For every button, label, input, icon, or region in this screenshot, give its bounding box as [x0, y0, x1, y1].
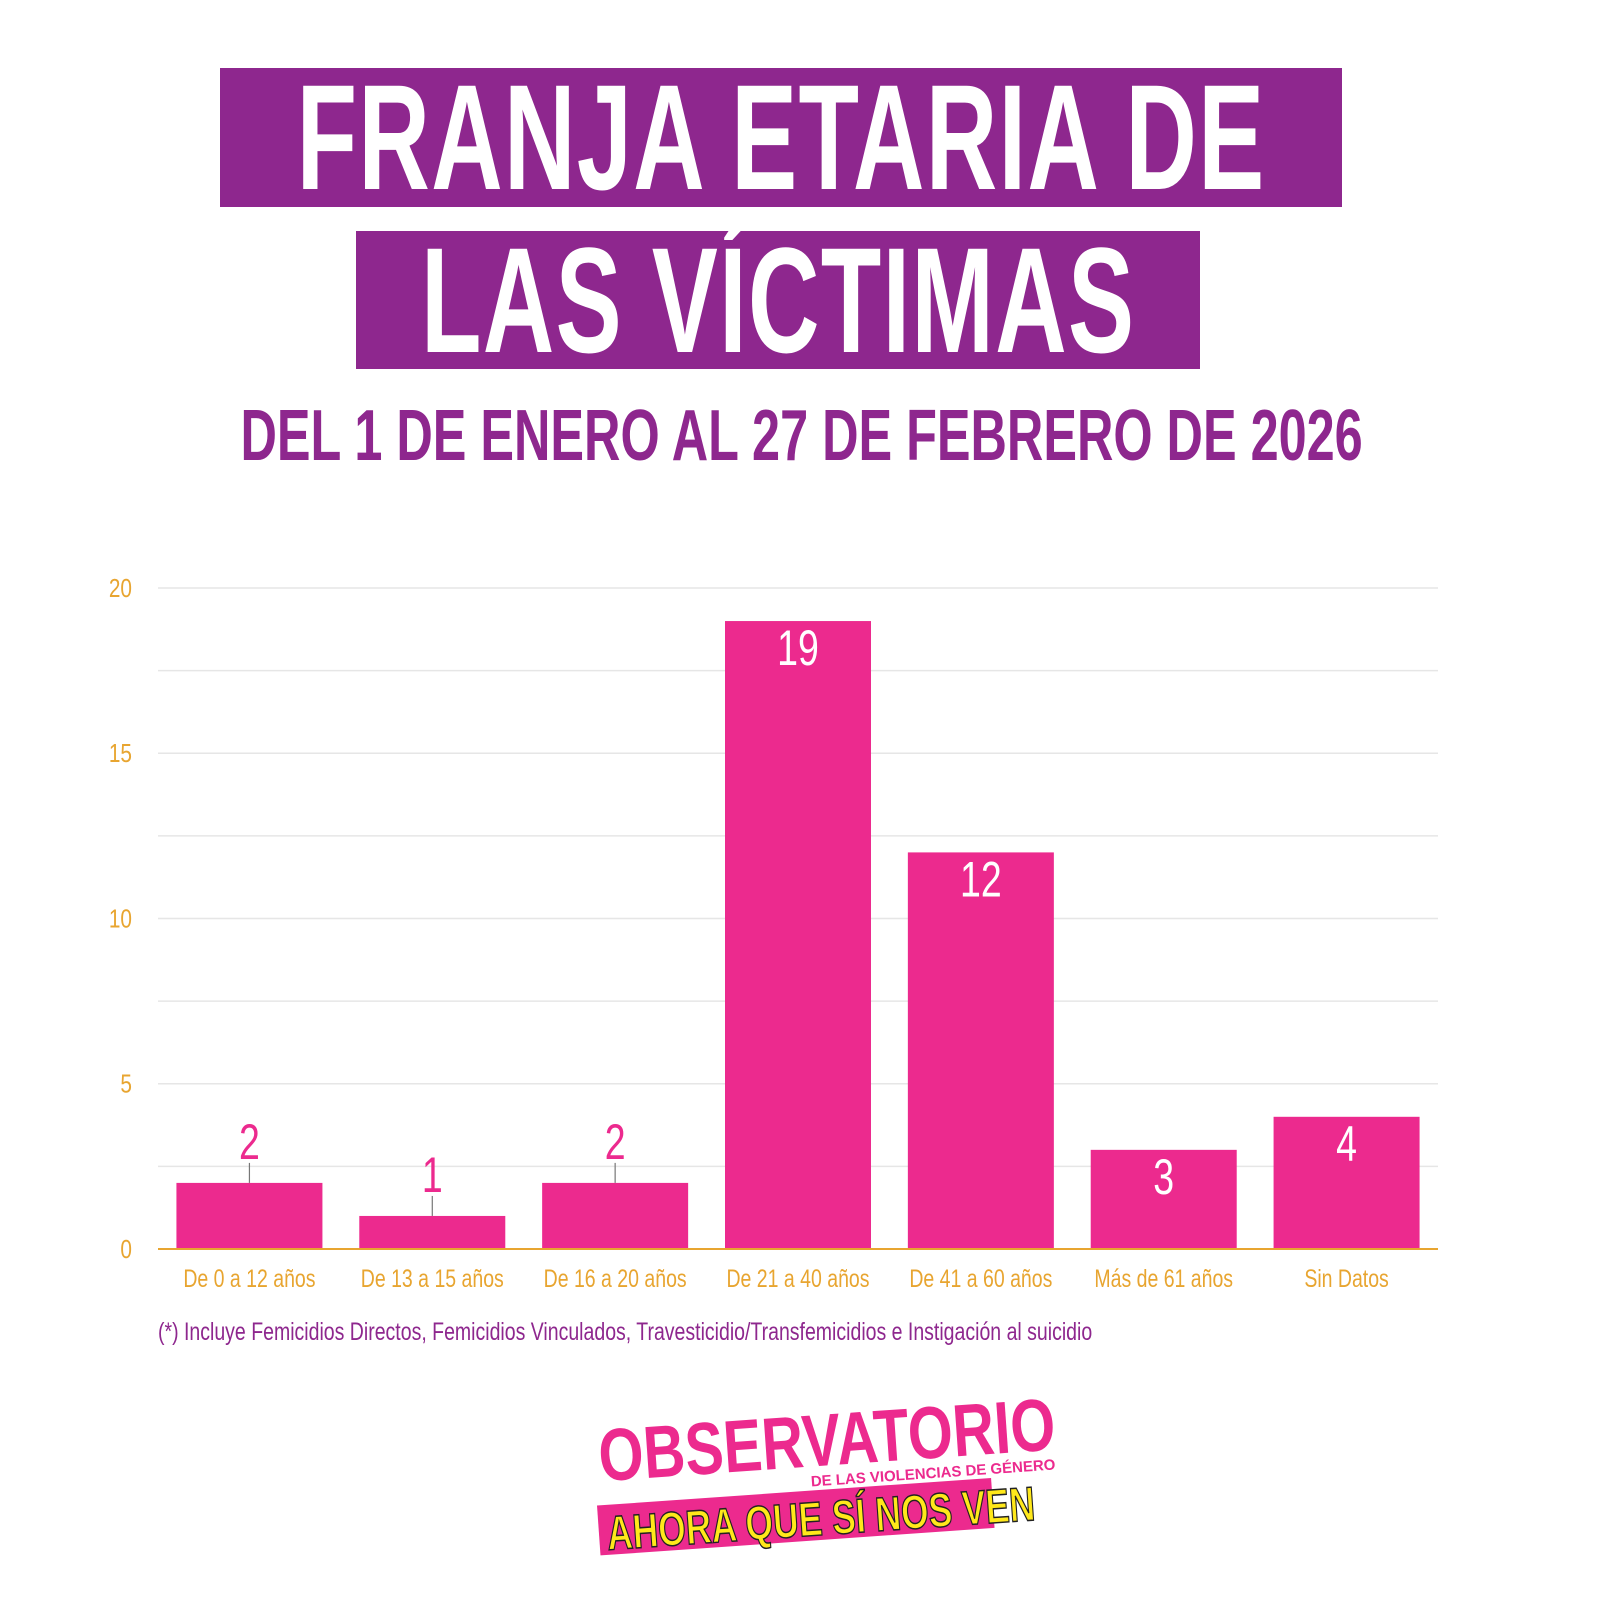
data-label: 12 [960, 852, 1002, 907]
y-tick-label: 0 [120, 1235, 132, 1264]
y-tick-label: 5 [120, 1070, 132, 1099]
bar [907, 852, 1054, 1249]
bar [1273, 1116, 1420, 1249]
subtitle: DEL 1 DE ENERO AL 27 DE FEBRERO DE 2026 [240, 396, 1363, 476]
y-tick-label: 10 [109, 904, 132, 933]
title-line-1-box: FRANJA ETARIA DE [220, 68, 1342, 207]
subtitle-wrap: DEL 1 DE ENERO AL 27 DE FEBRERO DE 2026 [0, 395, 1600, 477]
x-tick-label: De 13 a 15 años [361, 1265, 504, 1293]
data-label: 4 [1336, 1117, 1357, 1172]
bar [1090, 1149, 1237, 1249]
title-line-2: LAS VÍCTIMAS [420, 231, 1136, 369]
x-tick-label: De 21 a 40 años [726, 1265, 869, 1293]
y-tick-label: 20 [109, 574, 132, 603]
data-label: 2 [605, 1115, 626, 1170]
footnote: (*) Incluye Femicidios Directos, Femicid… [158, 1318, 1093, 1346]
bar [176, 1182, 323, 1249]
data-label: 1 [422, 1148, 443, 1203]
bar [725, 621, 871, 1249]
x-tick-label: Más de 61 años [1094, 1265, 1233, 1293]
data-label: 3 [1153, 1150, 1174, 1205]
bar [542, 1182, 689, 1249]
x-tick-label: De 41 a 60 años [909, 1265, 1052, 1293]
data-label: 19 [777, 621, 819, 676]
data-label: 2 [239, 1115, 260, 1170]
x-tick-label: De 0 a 12 años [183, 1265, 315, 1293]
y-tick-label: 15 [109, 739, 132, 768]
x-tick-label: De 16 a 20 años [544, 1265, 687, 1293]
bar [359, 1215, 506, 1249]
title-line-2-box: LAS VÍCTIMAS [356, 231, 1200, 369]
x-tick-label: Sin Datos [1304, 1265, 1389, 1293]
title-line-1: FRANJA ETARIA DE [296, 68, 1266, 207]
